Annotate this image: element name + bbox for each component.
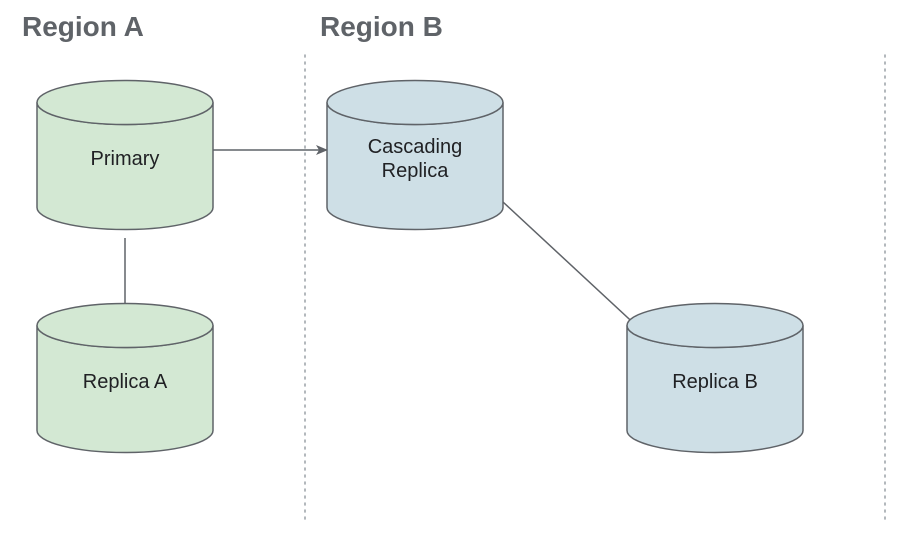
cylinder-replica-b: Replica B <box>627 304 803 453</box>
edge-cascading-replica-b <box>503 202 641 330</box>
replication-diagram: Region A Region B Primary Replica A Cascad… <box>0 0 910 534</box>
cylinder-label-replica-b: Replica B <box>672 371 758 393</box>
cylinder-cascading: CascadingReplica <box>327 81 503 230</box>
nodes: Primary Replica A CascadingReplica Replica … <box>37 81 803 453</box>
cylinder-label-replica-a: Replica A <box>83 371 168 393</box>
region-a-title: Region A <box>22 11 144 42</box>
cylinder-replica-a: Replica A <box>37 304 213 453</box>
region-b-title: Region B <box>320 11 443 42</box>
cylinder-label-cascading: Cascading <box>368 136 463 158</box>
cylinder-label-primary: Primary <box>91 148 160 170</box>
cylinder-label-cascading: Replica <box>382 160 450 182</box>
cylinder-primary: Primary <box>37 81 213 230</box>
